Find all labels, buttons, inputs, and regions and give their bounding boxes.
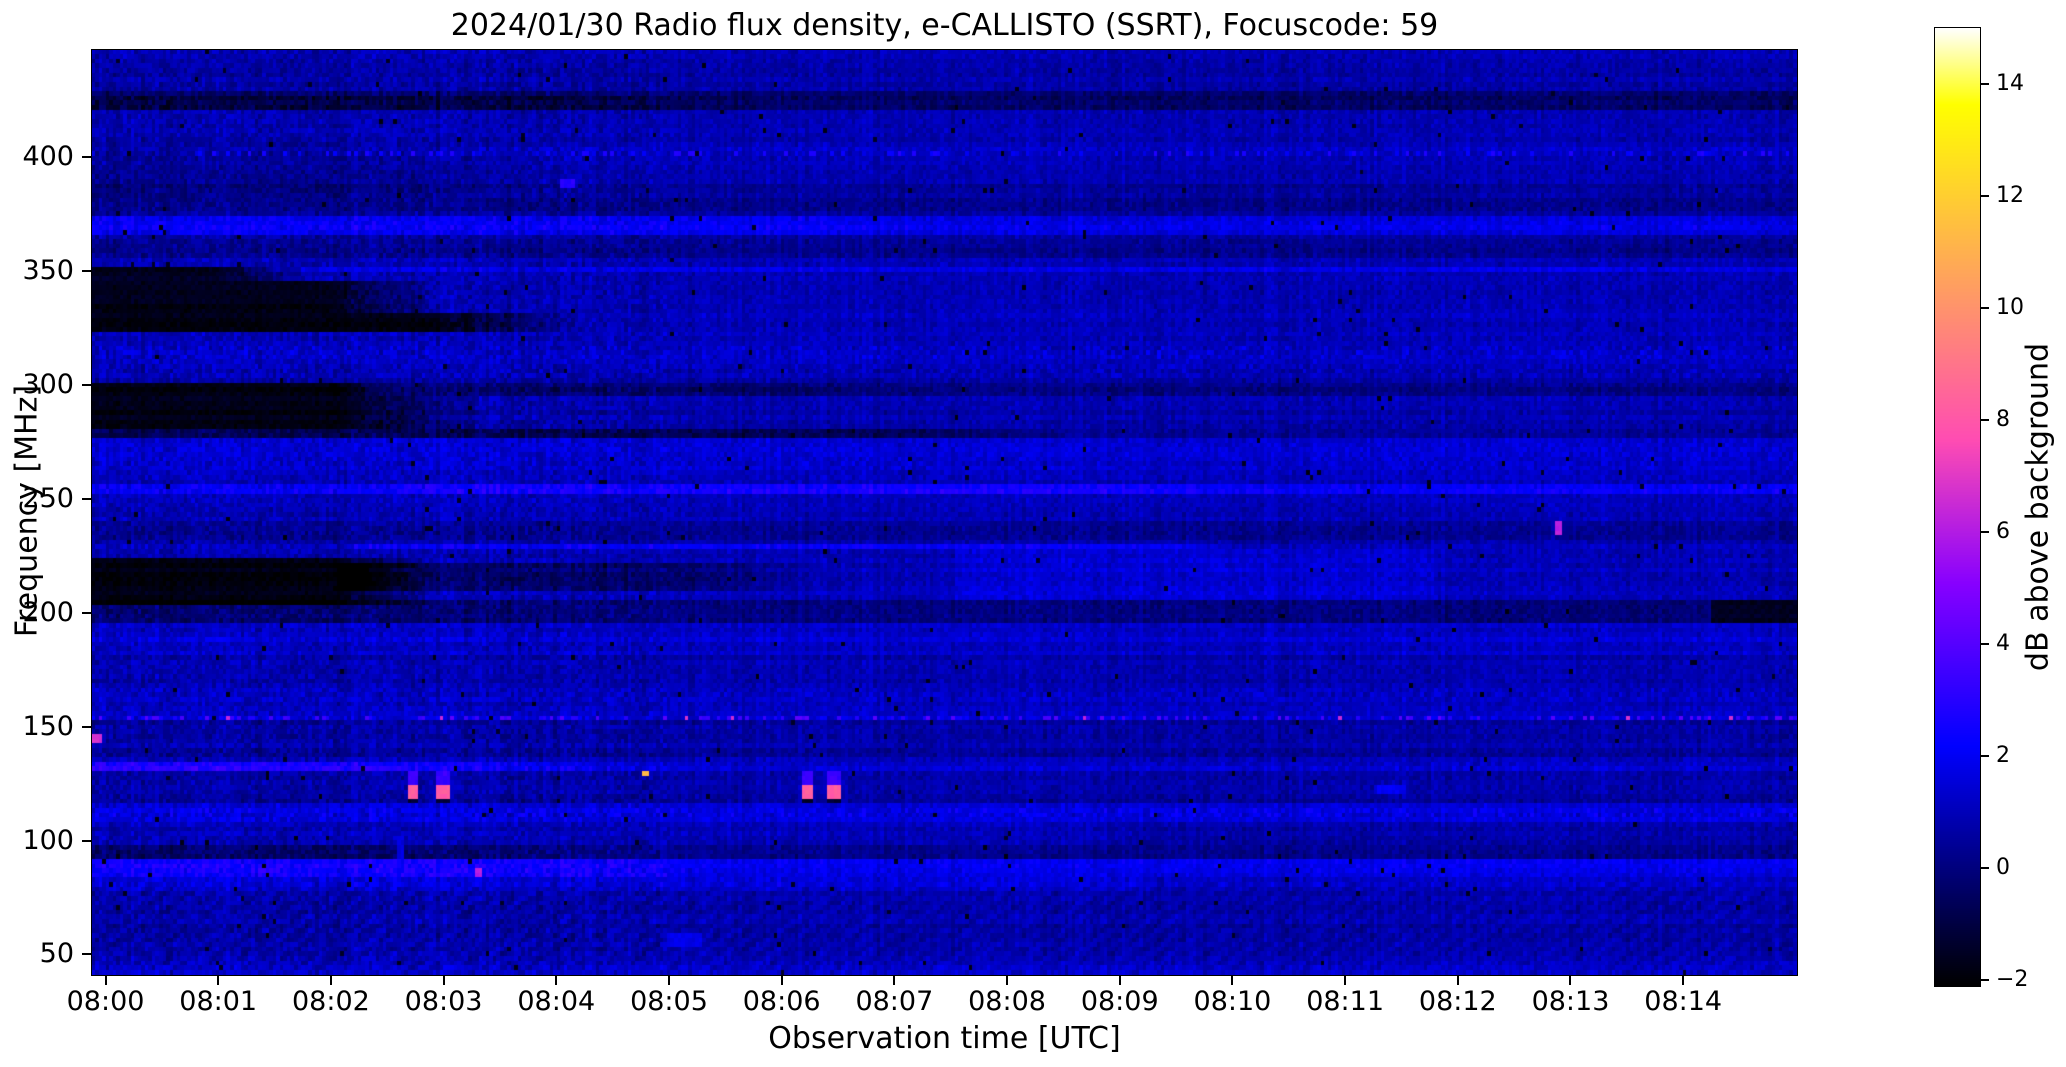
x-tick-mark <box>217 976 220 985</box>
colorbar-tick-label: 0 <box>1996 855 2010 881</box>
x-tick-mark <box>780 976 783 985</box>
x-tick-mark <box>555 976 558 985</box>
colorbar-tick-label: 12 <box>1996 183 2024 209</box>
y-tick-label: 150 <box>22 710 74 742</box>
x-tick-mark <box>1006 976 1009 985</box>
x-tick-mark <box>104 976 107 985</box>
colorbar-tick-mark <box>1981 867 1989 870</box>
plot-area <box>91 49 1798 976</box>
x-tick-label: 08:00 <box>66 986 145 1017</box>
colorbar-tick-mark <box>1981 419 1989 422</box>
x-tick-label: 08:12 <box>1418 986 1497 1017</box>
x-tick-label: 08:13 <box>1531 986 1610 1017</box>
x-tick-label: 08:09 <box>1080 986 1159 1017</box>
x-tick-mark <box>1231 976 1234 985</box>
x-tick-label: 08:11 <box>1306 986 1385 1017</box>
x-tick-mark <box>1344 976 1347 985</box>
x-tick-mark <box>1118 976 1121 985</box>
x-tick-label: 08:03 <box>404 986 483 1017</box>
colorbar-tick-mark <box>1981 307 1989 310</box>
x-tick-label: 08:06 <box>742 986 821 1017</box>
y-tick-mark <box>82 611 91 614</box>
chart-title: 2024/01/30 Radio flux density, e-CALLIST… <box>450 8 1439 43</box>
y-axis-label: Frequency [MHz] <box>9 384 45 638</box>
colorbar-tick-label: 4 <box>1996 631 2010 657</box>
y-tick-label: 100 <box>22 824 74 856</box>
x-tick-label: 08:04 <box>517 986 596 1017</box>
colorbar-tick-label: 6 <box>1996 519 2010 545</box>
colorbar-tick-mark <box>1981 979 1989 982</box>
y-tick-mark <box>82 839 91 842</box>
y-tick-label: 200 <box>22 596 74 628</box>
colorbar-tick-label: 10 <box>1996 295 2024 321</box>
colorbar-label: dB above background <box>2020 342 2056 672</box>
colorbar-tick-mark <box>1981 195 1989 198</box>
colorbar-tick-label: 14 <box>1996 71 2024 97</box>
x-tick-label: 08:10 <box>1193 986 1272 1017</box>
y-tick-mark <box>82 725 91 728</box>
y-tick-mark <box>82 156 91 159</box>
x-tick-label: 08:08 <box>968 986 1046 1017</box>
y-tick-label: 400 <box>22 141 74 173</box>
colorbar-tick-mark <box>1981 83 1989 86</box>
x-tick-label: 08:05 <box>630 986 708 1017</box>
x-tick-mark <box>1569 976 1572 985</box>
x-tick-label: 08:14 <box>1644 986 1723 1017</box>
x-tick-mark <box>667 976 670 985</box>
colorbar-canvas <box>1935 28 1980 986</box>
x-tick-label: 08:01 <box>179 986 258 1017</box>
colorbar-tick-mark <box>1981 755 1989 758</box>
y-tick-label: 250 <box>22 482 74 514</box>
y-tick-mark <box>82 953 91 956</box>
x-tick-mark <box>893 976 896 985</box>
spectrogram-canvas <box>92 50 1797 975</box>
colorbar-tick-label: −2 <box>1996 967 2029 993</box>
x-tick-label: 08:07 <box>855 986 934 1017</box>
x-tick-label: 08:02 <box>291 986 370 1017</box>
x-tick-mark <box>1682 976 1685 985</box>
colorbar-tick-mark <box>1981 643 1989 646</box>
colorbar-tick-label: 8 <box>1996 407 2010 433</box>
y-tick-label: 350 <box>22 254 74 286</box>
y-tick-mark <box>82 497 91 500</box>
x-tick-mark <box>329 976 332 985</box>
colorbar <box>1934 27 1981 987</box>
y-tick-label: 300 <box>22 368 74 400</box>
y-tick-mark <box>82 269 91 272</box>
x-axis-label: Observation time [UTC] <box>768 1021 1121 1056</box>
y-tick-label: 50 <box>39 938 74 970</box>
y-tick-mark <box>82 383 91 386</box>
colorbar-tick-mark <box>1981 531 1989 534</box>
colorbar-tick-label: 2 <box>1996 743 2010 769</box>
x-tick-mark <box>442 976 445 985</box>
x-tick-mark <box>1456 976 1459 985</box>
